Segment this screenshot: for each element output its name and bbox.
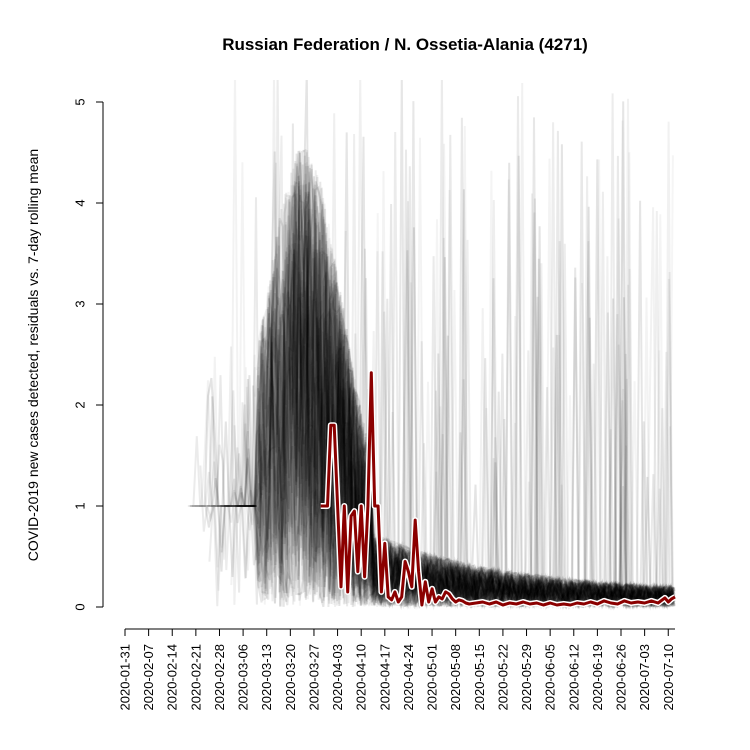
background-series-line [188,152,676,610]
background-series-line [252,251,673,609]
x-tick-label: 2020-03-20 [283,644,298,711]
background-series-line [342,117,676,611]
x-tick-label: 2020-02-14 [165,644,180,711]
x-tick-label: 2020-04-17 [377,644,392,711]
background-series-line [244,96,675,610]
background-series-line [256,80,674,611]
background-series-line [333,98,673,610]
background-series-line [220,236,674,611]
x-tick-label: 2020-04-03 [330,644,345,711]
background-series-line [343,399,673,609]
x-tick-label: 2020-01-31 [118,644,133,711]
x-tick-label: 2020-05-01 [425,644,440,711]
background-series-line [194,181,674,610]
highlight-series-line [320,371,676,607]
x-tick-label: 2020-05-15 [472,644,487,711]
background-series-line [254,143,675,609]
y-tick-label: 0 [73,603,88,610]
x-tick-label: 2020-05-22 [495,644,510,711]
y-tick-label: 3 [73,300,88,307]
background-series-line [323,247,673,610]
y-axis: 0 1 2 3 4 5 [73,98,104,611]
background-series-line [244,101,675,611]
background-series-line [238,159,675,610]
y-axis-label: COVID-2019 new cases detected, residuals… [25,149,41,561]
background-series-line [353,176,676,609]
x-tick-label: 2020-07-03 [637,644,652,711]
x-tick-label: 2020-03-06 [236,644,251,711]
background-series-line [287,93,675,609]
x-tick-label: 2020-05-29 [519,644,534,711]
background-series-line [252,152,676,609]
background-series-line [338,155,675,611]
x-tick-label: 2020-05-08 [448,644,463,711]
background-series-line [252,181,676,608]
background-series-line [263,191,674,609]
background-series-line [280,196,674,609]
x-tick-label: 2020-06-19 [590,644,605,711]
highlight-series-group [320,369,677,608]
y-tick-label: 2 [73,401,88,408]
background-series-line [238,158,676,609]
background-series-line [312,240,675,611]
background-series-line [240,148,674,608]
background-series-line [269,180,673,609]
background-series-line [265,80,673,609]
x-tick-label: 2020-06-12 [566,644,581,711]
background-series-line [301,171,675,608]
background-series-line [297,218,674,609]
background-series-line [245,185,676,608]
background-series-line [236,133,676,610]
x-tick-label: 2020-03-13 [259,644,274,711]
background-series-line [208,166,673,608]
x-tick-label: 2020-03-27 [307,644,322,711]
background-series-line [207,80,676,610]
background-series-line [237,117,673,609]
x-tick-label: 2020-02-21 [188,644,203,711]
background-series-line [341,199,674,611]
x-tick-label: 2020-06-26 [614,644,629,711]
background-series-line [327,241,674,609]
x-tick-label: 2020-02-07 [141,644,156,711]
background-series-line [220,219,675,609]
background-series-line [234,192,676,610]
background-series-line [239,249,676,608]
x-tick-label: 2020-04-10 [354,644,369,711]
background-series-line [234,152,676,609]
y-tick-label: 5 [73,98,88,105]
background-series-line [342,136,675,611]
background-series-line [337,420,674,610]
background-series-line [264,171,675,610]
background-series-line [282,131,673,610]
background-series-line [224,150,675,610]
background-series-line [199,180,674,610]
background-series-line [245,121,673,610]
background-series-line [235,101,675,609]
y-tick-label: 1 [73,502,88,509]
background-series-line [235,184,675,610]
background-series-line [285,80,676,610]
background-series-line [338,329,675,609]
background-series-line [219,185,674,610]
x-tick-label: 2020-04-24 [401,644,416,711]
chart-title: Russian Federation / N. Ossetia-Alania (… [222,35,588,54]
x-axis: 2020-01-31 2020-02-07 2020-02-14 2020-02-21… [118,628,676,711]
background-series-line [231,144,675,610]
x-tick-label: 2020-02-28 [212,644,227,711]
background-series-line [321,267,674,609]
x-tick-label: 2020-07-10 [661,644,676,711]
background-series-line [283,164,674,607]
background-series-line [237,155,674,611]
y-tick-label: 4 [73,199,88,206]
x-tick-label: 2020-06-05 [543,644,558,711]
background-series-line [291,204,675,611]
background-series-line [275,236,676,610]
